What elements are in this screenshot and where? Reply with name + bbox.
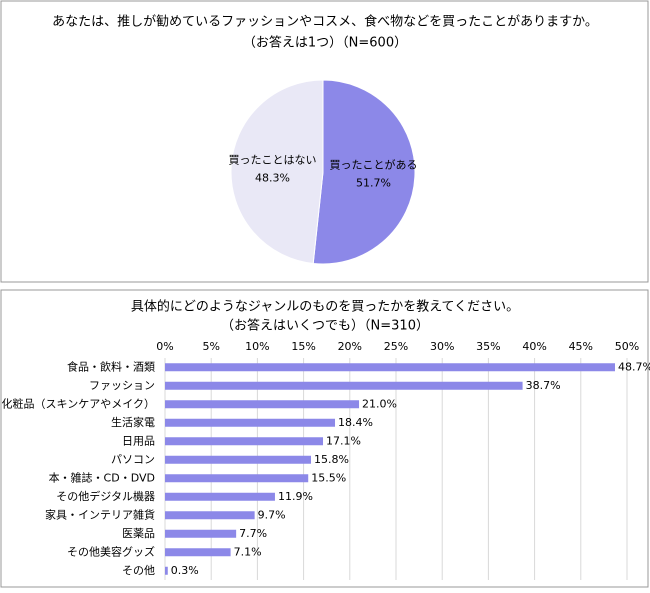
bar	[165, 548, 231, 557]
value-label: 15.5%	[311, 471, 346, 484]
bar	[165, 381, 523, 390]
value-label: 11.9%	[278, 490, 313, 503]
category-label: 本・雑誌・CD・DVD	[49, 470, 155, 484]
bar	[165, 455, 311, 464]
value-label: 38.7%	[526, 379, 561, 392]
pie-slice	[312, 79, 416, 265]
bar	[165, 363, 615, 372]
bar	[165, 400, 360, 409]
pie-subtitle: （お答えは1つ）（N=600）	[243, 35, 407, 51]
x-tick-label: 0%	[156, 340, 173, 353]
x-tick-label: 40%	[522, 340, 546, 353]
x-tick-label: 15%	[291, 340, 315, 353]
category-label: パソコン	[111, 453, 155, 466]
slice-label: 買ったことはない	[228, 153, 316, 166]
value-label: 48.7%	[618, 360, 650, 373]
bar	[165, 529, 237, 538]
category-label: その他デジタル機器	[56, 489, 155, 503]
x-tick-label: 45%	[569, 340, 593, 353]
pie-slice	[230, 79, 324, 265]
value-label: 9.7%	[258, 508, 286, 521]
bar	[165, 511, 255, 520]
bar	[165, 437, 324, 446]
value-label: 7.1%	[234, 545, 262, 558]
x-tick-label: 50%	[615, 340, 639, 353]
x-tick-label: 10%	[245, 340, 269, 353]
bar-title: 具体的にどのようなジャンルのものを買ったかを教えてください。	[131, 299, 519, 315]
category-label: ファッション	[89, 379, 155, 392]
bar	[165, 566, 168, 575]
pie-title: あなたは、推しが勧めているファッションやコスメ、食べ物などを買ったことがあります…	[52, 14, 598, 30]
bar	[165, 492, 275, 501]
value-label: 0.3%	[171, 564, 199, 577]
category-label: その他美容グッズ	[67, 544, 155, 558]
bar	[165, 418, 336, 427]
category-label: 生活家電	[111, 415, 155, 429]
value-label: 15.8%	[314, 453, 349, 466]
category-label: 家具・インテリア雑貨	[45, 507, 155, 521]
x-tick-label: 30%	[430, 340, 454, 353]
category-label: 化粧品（スキンケアやメイク）	[2, 396, 155, 410]
value-label: 17.1%	[326, 434, 361, 447]
x-tick-label: 25%	[384, 340, 408, 353]
category-label: 医薬品	[122, 527, 155, 540]
x-tick-label: 35%	[476, 340, 500, 353]
x-tick-label: 5%	[202, 340, 219, 353]
bar-subtitle: （お答えはいくつでも）（N=310）	[221, 318, 429, 334]
slice-value: 48.3%	[255, 171, 290, 184]
value-label: 21.0%	[362, 397, 397, 410]
bar-panel	[0, 289, 649, 588]
x-tick-label: 20%	[338, 340, 362, 353]
category-label: 食品・飲料・酒類	[67, 359, 155, 373]
bar	[165, 474, 309, 483]
category-label: 日用品	[122, 434, 155, 447]
slice-label: 買ったことがある	[330, 158, 418, 172]
value-label: 18.4%	[338, 416, 373, 429]
slice-value: 51.7%	[356, 177, 391, 190]
value-label: 7.7%	[239, 527, 267, 540]
category-label: その他	[122, 564, 155, 577]
